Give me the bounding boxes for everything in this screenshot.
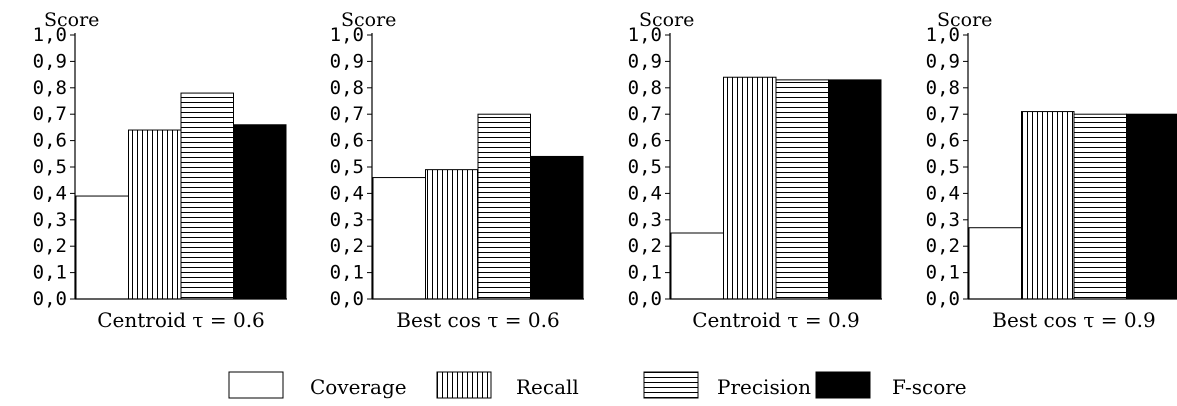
y-tick-label: 1,0 — [628, 24, 662, 46]
y-tick-label: 0,1 — [33, 262, 67, 284]
y-tick-label: 0,5 — [926, 156, 960, 178]
y-tick-label: 0,4 — [330, 182, 364, 204]
y-tick-label: 0,7 — [33, 103, 67, 125]
legend-item-f-score: F-score — [815, 371, 967, 399]
y-tick-label: 1,0 — [330, 24, 364, 46]
legend-swatch — [815, 371, 871, 399]
y-tick-label: 0,6 — [628, 130, 662, 152]
y-axis-title: Score — [44, 9, 99, 31]
y-tick-label: 0,8 — [926, 77, 960, 99]
y-tick-label: 0,1 — [628, 262, 662, 284]
bar-precision — [1073, 113, 1127, 300]
bar-precision — [775, 79, 829, 300]
y-tick-label: 0,8 — [628, 77, 662, 99]
bar-f-score — [530, 155, 584, 300]
bar-recall — [1021, 111, 1075, 300]
y-tick-label: 0,2 — [926, 235, 960, 257]
y-tick-label: 1,0 — [33, 24, 67, 46]
y-tick-label: 0,3 — [628, 209, 662, 231]
y-tick-label: 0,4 — [33, 182, 67, 204]
y-tick-label: 0,7 — [330, 103, 364, 125]
y-tick-label: 0,0 — [926, 288, 960, 310]
y-tick-label: 0,6 — [926, 130, 960, 152]
y-axis-title: Score — [639, 9, 694, 31]
y-tick-label: 0,7 — [628, 103, 662, 125]
chart-caption: Centroid τ = 0.6 — [97, 308, 265, 332]
y-tick-label: 1,0 — [926, 24, 960, 46]
legend-item-coverage: Coverage — [228, 371, 407, 399]
legend-item-precision: Precision — [643, 371, 811, 399]
y-tick-label: 0,8 — [33, 77, 67, 99]
y-tick-label: 0,1 — [330, 262, 364, 284]
y-tick-label: 0,9 — [926, 50, 960, 72]
y-tick-label: 0,4 — [628, 182, 662, 204]
y-tick-label: 0,9 — [33, 50, 67, 72]
bar-f-score — [828, 79, 882, 300]
y-tick-label: 0,2 — [330, 235, 364, 257]
legend-swatch — [228, 371, 284, 399]
y-tick-label: 0,0 — [330, 288, 364, 310]
y-tick-label: 0,5 — [628, 156, 662, 178]
y-axis-title: Score — [341, 9, 396, 31]
chart-caption: Best cos τ = 0.6 — [396, 308, 559, 332]
y-tick-label: 0,0 — [33, 288, 67, 310]
bar-precision — [477, 113, 531, 300]
y-tick-label: 0,5 — [33, 156, 67, 178]
bar-recall — [425, 169, 479, 300]
bar-coverage — [968, 227, 1022, 300]
y-tick-label: 0,4 — [926, 182, 960, 204]
legend-swatch — [436, 371, 492, 399]
y-tick-label: 0,7 — [926, 103, 960, 125]
legend-label: Recall — [516, 375, 579, 399]
bar-recall — [128, 129, 182, 300]
y-tick-label: 0,2 — [33, 235, 67, 257]
y-tick-label: 0,1 — [926, 262, 960, 284]
chart-caption: Centroid τ = 0.9 — [692, 308, 860, 332]
legend-label: F-score — [892, 375, 967, 399]
y-tick-label: 0,6 — [330, 130, 364, 152]
y-tick-label: 0,3 — [926, 209, 960, 231]
bar-f-score — [1126, 113, 1177, 300]
y-tick-label: 0,3 — [33, 209, 67, 231]
bar-coverage — [670, 232, 724, 300]
legend-label: Coverage — [310, 375, 407, 399]
charts-group: 0,00,10,20,30,40,50,60,70,80,91,0ScoreCe… — [33, 9, 1177, 332]
chart-caption: Best cos τ = 0.9 — [992, 308, 1155, 332]
bar-coverage — [75, 195, 129, 300]
y-tick-label: 0,5 — [330, 156, 364, 178]
y-tick-label: 0,9 — [330, 50, 364, 72]
bar-precision — [180, 92, 234, 300]
y-tick-label: 0,0 — [628, 288, 662, 310]
bar-coverage — [372, 177, 426, 300]
legend-swatch — [643, 371, 699, 399]
bar-f-score — [233, 124, 287, 300]
legend-item-recall: Recall — [436, 371, 579, 399]
y-tick-label: 0,2 — [628, 235, 662, 257]
y-tick-label: 0,3 — [330, 209, 364, 231]
y-tick-label: 0,8 — [330, 77, 364, 99]
bar-recall — [723, 76, 777, 300]
y-tick-label: 0,9 — [628, 50, 662, 72]
legend-label: Precision — [717, 375, 811, 399]
legend: Coverage Recall Precision F-score — [228, 371, 967, 399]
y-tick-label: 0,6 — [33, 130, 67, 152]
y-axis-title: Score — [937, 9, 992, 31]
